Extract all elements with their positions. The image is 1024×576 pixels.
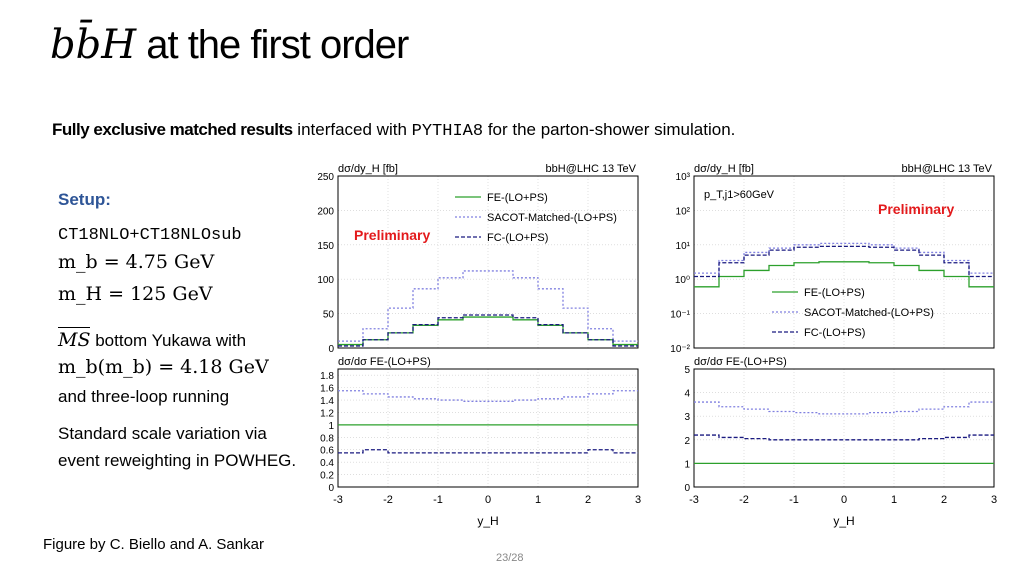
p2-preliminary-label: Preliminary	[878, 201, 954, 217]
p3-xtick-label: -3	[689, 494, 699, 506]
subtitle-end: for the parton-shower simulation.	[487, 120, 736, 139]
p0-ytick-label: 200	[317, 206, 334, 217]
p2-series-dotted	[694, 242, 994, 274]
p1-ytick-label: 0.4	[320, 458, 334, 469]
p1-ytick-label: 0	[328, 483, 334, 494]
p3-xtick-label: 3	[991, 494, 997, 506]
p1-ylabel: dσ/dσ FE-(LO+PS)	[338, 356, 431, 368]
subtitle-bold: Fully exclusive matched results	[52, 120, 293, 139]
p3-xtick-label: -2	[739, 494, 749, 506]
p1-ytick-label: 1.4	[320, 396, 334, 407]
p1-series-dashed	[338, 449, 638, 454]
p0-series-dotted	[338, 270, 638, 342]
p3-xtick-label: 2	[941, 494, 947, 506]
p1-ytick-label: 1	[328, 421, 334, 432]
p0-process-label: bbH@LHC 13 TeV	[546, 163, 637, 175]
p0-ytick-label: 0	[328, 344, 334, 355]
p3-xlabel: y_H	[833, 514, 854, 528]
p3-xtick-label: -1	[789, 494, 799, 506]
mb-value: m_b = 4.75 GeV	[58, 251, 215, 273]
p0-series-solid	[338, 316, 638, 346]
p2-ylabel: dσ/dy_H [fb]	[694, 163, 754, 175]
p3-frame	[693, 368, 995, 488]
p0-frame	[337, 175, 639, 349]
subtitle-code: PYTHIA8	[411, 122, 484, 141]
mh-value: m_H = 125 GeV	[58, 283, 213, 305]
p0-ylabel: dσ/dy_H [fb]	[338, 163, 398, 175]
p3-ytick-label: 4	[684, 389, 690, 400]
p1-ytick-label: 1.2	[320, 408, 334, 419]
p0-legend-label: FC-(LO+PS)	[487, 232, 548, 244]
p2-series-dashed	[694, 245, 994, 278]
p1-xtick-label: 1	[535, 494, 541, 506]
p3-ytick-label: 1	[684, 459, 690, 470]
setup-heading: Setup:	[58, 190, 111, 209]
p3-ytick-label: 5	[684, 365, 690, 376]
ms-scheme: MS	[58, 327, 91, 351]
running-text: and three-loop running	[58, 387, 230, 406]
p2-ytick-label: 10¹	[676, 241, 691, 252]
p1-xtick-label: -2	[383, 494, 393, 506]
yukawa-line: MS bottom Yukawa with	[58, 327, 247, 351]
p1-ytick-label: 0.8	[320, 433, 334, 444]
p1-xlabel: y_H	[477, 514, 498, 528]
p0-ytick-label: 50	[323, 310, 335, 321]
scale-text: Standard scale variation via event rewei…	[58, 424, 297, 470]
p2-ytick-label: 10²	[676, 206, 691, 217]
figure-credit: Figure by C. Biello and A. Sankar	[43, 536, 264, 553]
p0-legend-label: FE-(LO+PS)	[487, 192, 548, 204]
slide-title: bb̄H at the first order	[50, 22, 409, 68]
p2-ytick-label: 10⁻²	[670, 344, 690, 355]
mb-running: m_b(m_b) = 4.18 GeV	[58, 356, 269, 378]
p1-ytick-label: 0.6	[320, 446, 334, 457]
p2-legend-label: FE-(LO+PS)	[804, 287, 865, 299]
title-text: at the first order	[146, 23, 409, 67]
p2-legend-label: FC-(LO+PS)	[804, 327, 865, 339]
p2-ytick-label: 10³	[676, 172, 691, 183]
p0-ytick-label: 250	[317, 172, 334, 183]
title-math: bb̄H	[50, 22, 137, 68]
p3-ylabel: dσ/dσ FE-(LO+PS)	[694, 356, 787, 368]
p3-ytick-label: 3	[684, 412, 690, 423]
p3-xtick-label: 1	[891, 494, 897, 506]
p1-xtick-label: 3	[635, 494, 641, 506]
pdf-set: CT18NLO+CT18NLOsub	[58, 226, 242, 245]
p3-ytick-label: 2	[684, 436, 690, 447]
p2-series-solid	[694, 261, 994, 288]
subtitle: Fully exclusive matched results interfac…	[52, 120, 735, 141]
p2-frame	[693, 175, 995, 349]
p0-ytick-label: 150	[317, 241, 334, 252]
p1-series-dotted	[338, 390, 638, 402]
p2-legend-label: SACOT-Matched-(LO+PS)	[804, 307, 934, 319]
p0-series-dashed	[338, 314, 638, 347]
page-number: 23/28	[496, 552, 524, 564]
p2-process-label: bbH@LHC 13 TeV	[902, 163, 993, 175]
p1-ytick-label: 1.6	[320, 384, 334, 395]
p1-xtick-label: -1	[433, 494, 443, 506]
p1-ytick-label: 1.8	[320, 371, 334, 382]
p1-xtick-label: -3	[333, 494, 343, 506]
p0-ytick-label: 100	[317, 275, 334, 286]
p2-ytick-label: 10⁻¹	[670, 310, 690, 321]
yukawa-text: bottom Yukawa with	[95, 331, 247, 350]
p3-ytick-label: 0	[684, 483, 690, 494]
p0-preliminary-label: Preliminary	[354, 227, 430, 243]
subtitle-mid: interfaced with	[297, 120, 407, 139]
p1-ytick-label: 0.2	[320, 471, 334, 482]
p1-frame	[337, 368, 639, 488]
p1-xtick-label: 2	[585, 494, 591, 506]
p1-xtick-label: 0	[485, 494, 491, 506]
p3-xtick-label: 0	[841, 494, 847, 506]
p2-cut-label: p_T,j1>60GeV	[704, 189, 775, 201]
p0-legend-label: SACOT-Matched-(LO+PS)	[487, 212, 617, 224]
p3-series-dashed	[694, 434, 994, 441]
p3-series-dotted	[694, 401, 994, 415]
p2-ytick-label: 10⁰	[675, 275, 690, 286]
